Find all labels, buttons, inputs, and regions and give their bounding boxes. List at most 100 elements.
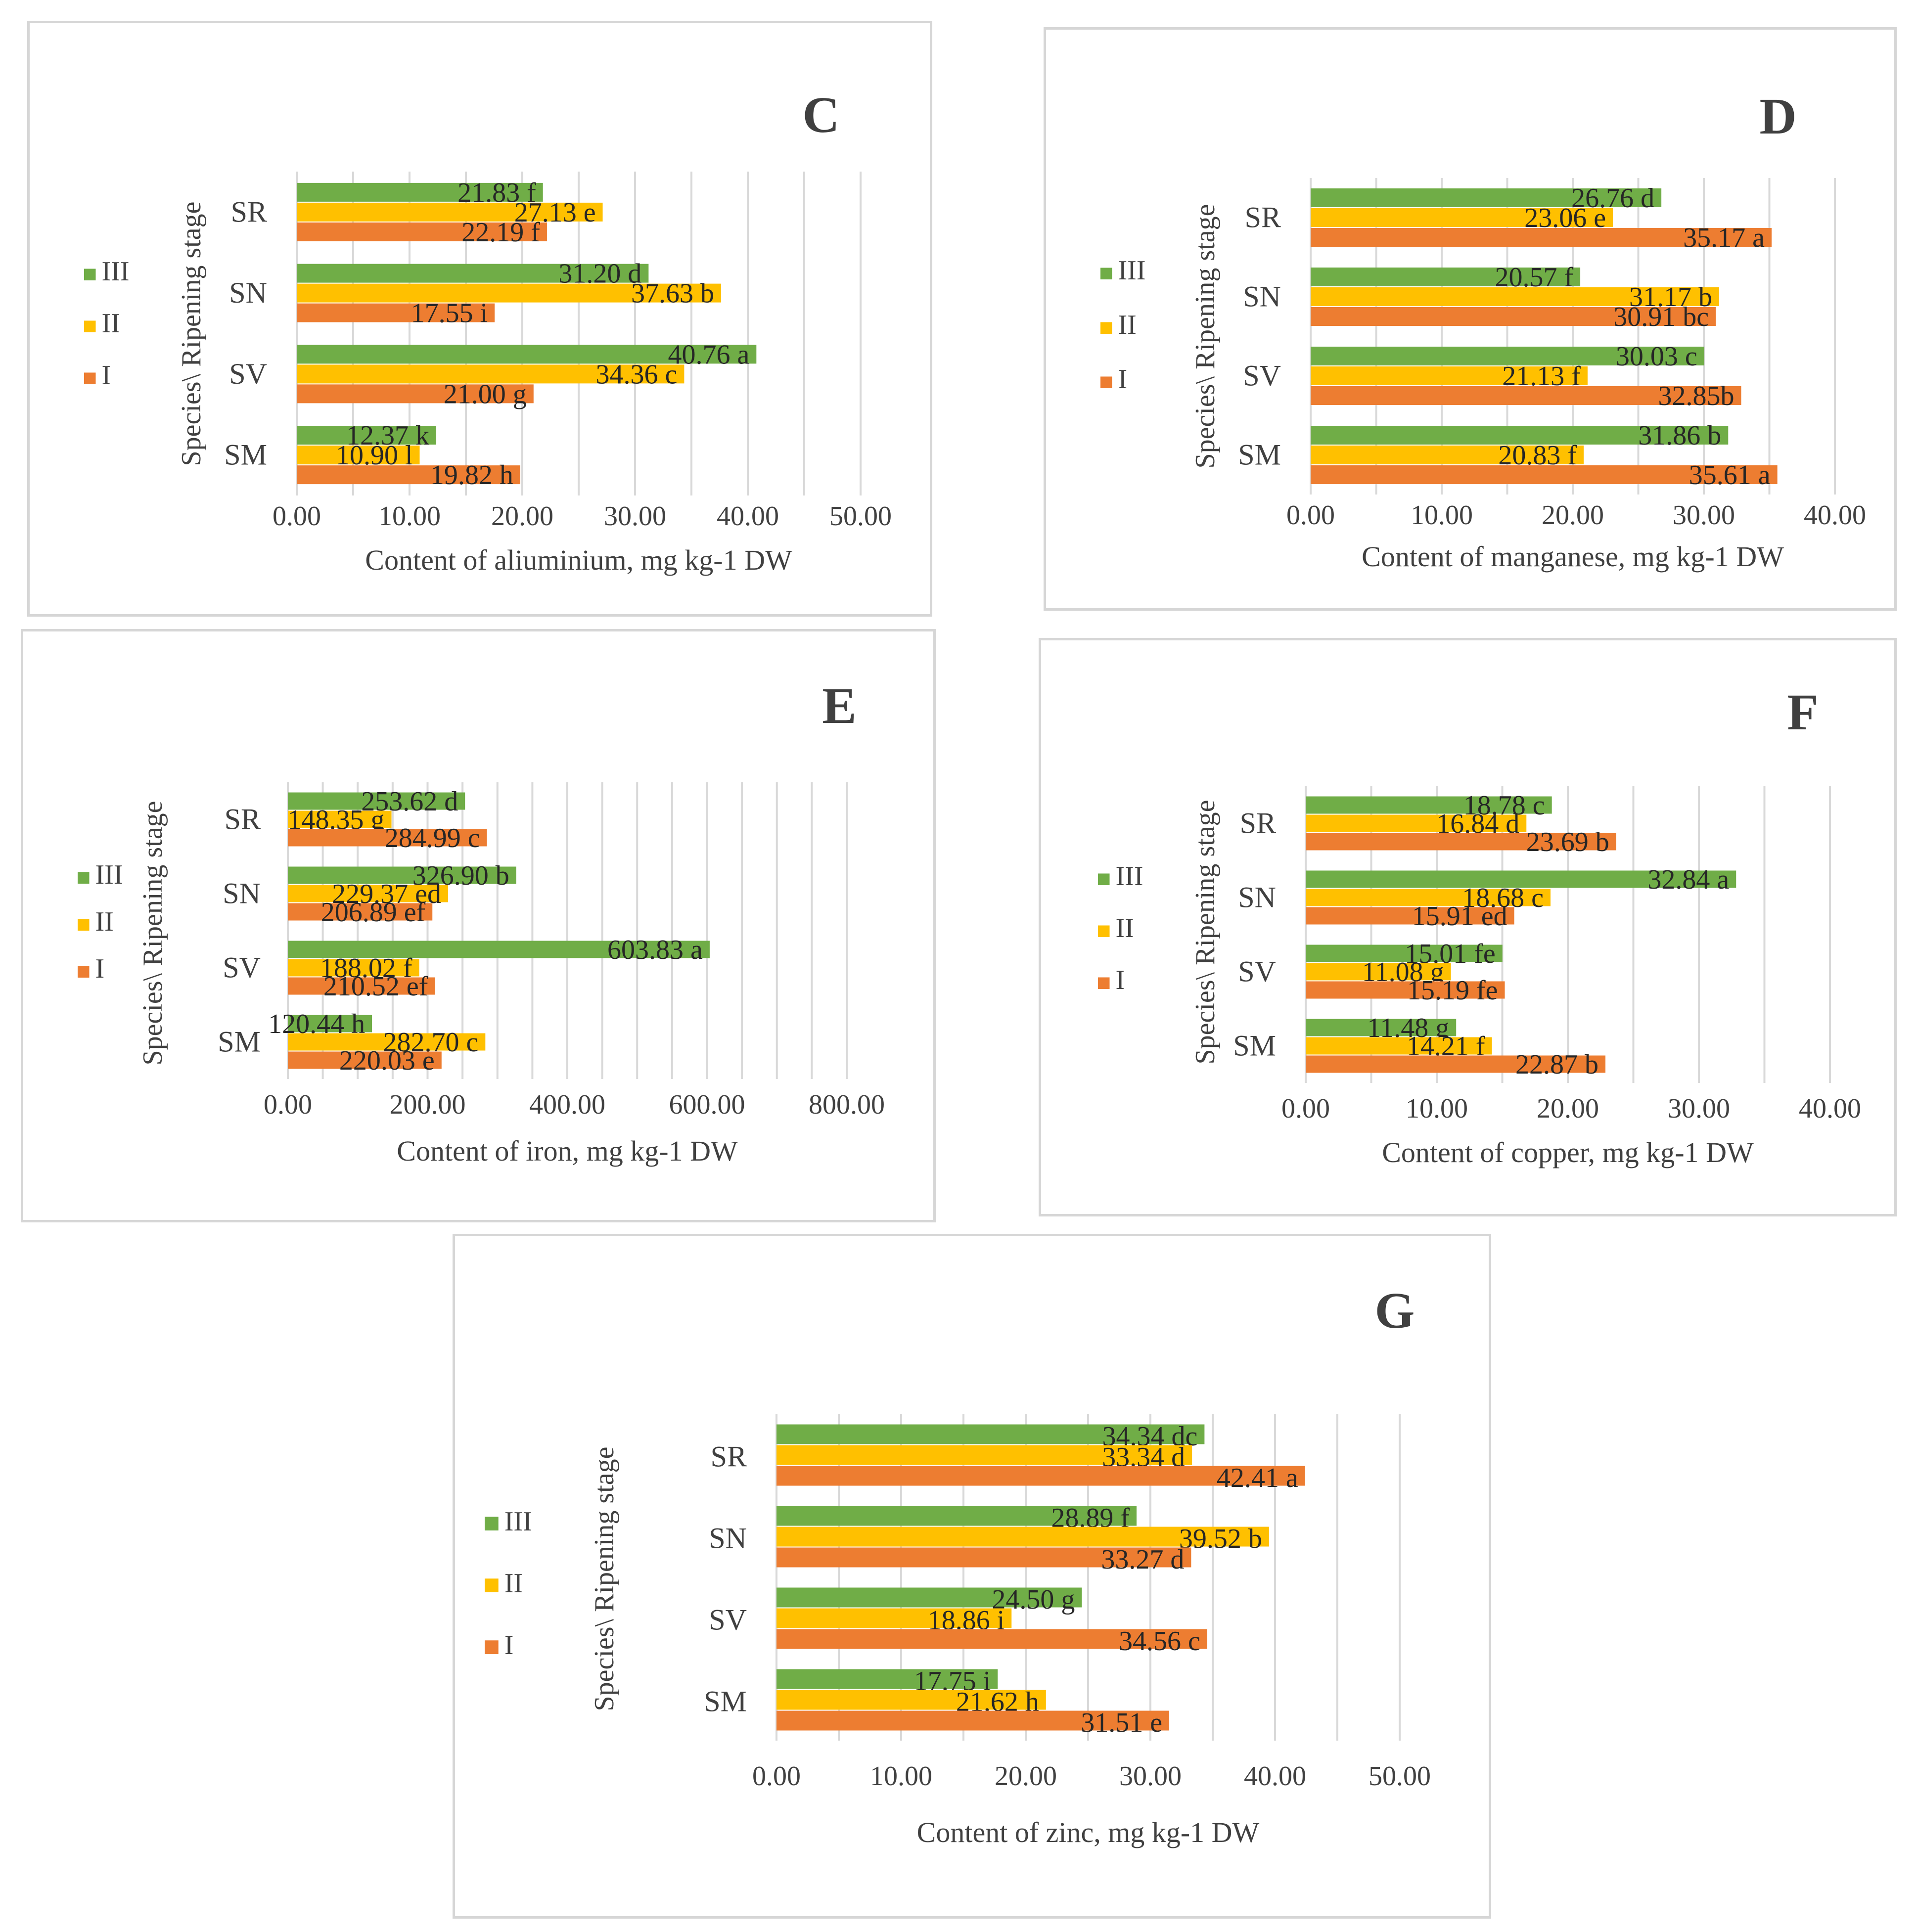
data-label: 42.41 a — [1217, 1463, 1298, 1493]
bar-I — [1311, 307, 1716, 326]
category-label: SM — [224, 439, 267, 471]
x-tick-label: 600.00 — [669, 1089, 745, 1120]
bar-I — [1311, 386, 1741, 405]
x-tick-label: 20.00 — [995, 1761, 1057, 1792]
legend-label: II — [504, 1568, 523, 1599]
x-tick-label: 0.00 — [752, 1761, 801, 1792]
bar-I — [297, 384, 534, 404]
data-label: 30.91 bc — [1613, 302, 1709, 332]
x-axis-label: Content of manganese, mg kg-1 DW — [1362, 540, 1784, 573]
x-tick-label: 0.00 — [1286, 500, 1335, 531]
legend-label: III — [102, 256, 130, 287]
data-label: 284.99 c — [385, 823, 480, 854]
bar-I — [288, 903, 433, 921]
data-label: 33.27 d — [1101, 1544, 1184, 1575]
category-label: SN — [1243, 280, 1281, 313]
legend-label: II — [95, 906, 114, 937]
bar-II — [288, 885, 448, 902]
legend-label: III — [1118, 255, 1146, 286]
bar-II — [288, 810, 392, 828]
data-label: 206.89 ef — [321, 897, 426, 928]
category-label: SR — [711, 1440, 747, 1473]
bar-III — [297, 426, 437, 445]
data-label: 22.19 f — [461, 217, 540, 248]
data-label: 39.52 b — [1179, 1524, 1262, 1554]
legend-swatch-III — [1098, 873, 1110, 885]
bar-III — [1306, 796, 1552, 814]
bar-II — [776, 1690, 1046, 1710]
category-label: SR — [1245, 201, 1281, 234]
bar-I — [297, 465, 520, 485]
legend-label: I — [504, 1630, 514, 1661]
chart-panel-zinc: G 0.00 10.00 20.00 30.00 40.00 50.00 Content of… — [453, 1234, 1491, 1919]
bar-III — [776, 1424, 1205, 1444]
bar-I — [1306, 907, 1514, 925]
x-tick-label: 30.00 — [1673, 500, 1735, 531]
bar-II — [776, 1608, 1012, 1628]
chart-panel-copper: F 0.00 10.00 20.00 30.00 40.00 Content of copp… — [1039, 638, 1897, 1216]
data-label: 220.03 e — [339, 1045, 435, 1076]
data-label: 23.69 b — [1526, 827, 1609, 857]
bar-I — [776, 1466, 1305, 1486]
category-label: SV — [1243, 359, 1281, 392]
x-axis-label: Content of copper, mg kg-1 DW — [1382, 1136, 1754, 1168]
legend-swatch-I — [485, 1640, 499, 1654]
bar-II — [1311, 208, 1613, 227]
bar-II — [776, 1445, 1192, 1465]
bar-III — [776, 1587, 1082, 1608]
x-tick-label: 0.00 — [273, 501, 321, 532]
panel-letter: D — [1759, 88, 1796, 145]
bar-I — [297, 222, 547, 241]
bar-I — [1311, 228, 1772, 247]
legend-swatch-I — [1100, 376, 1112, 388]
bar-II — [288, 959, 419, 977]
x-tick-label: 200.00 — [390, 1089, 466, 1120]
bar-I — [1306, 833, 1616, 851]
bar-II — [297, 202, 603, 222]
bar-I — [1306, 981, 1505, 999]
bar-I — [776, 1710, 1170, 1731]
data-label: 31.51 e — [1081, 1707, 1162, 1738]
bar-III — [288, 792, 465, 810]
data-label: 15.19 fe — [1407, 975, 1498, 1006]
data-label: 603.83 a — [607, 935, 703, 965]
legend-label: I — [102, 360, 111, 391]
bar-III — [288, 866, 516, 884]
legend-swatch-III — [1100, 268, 1112, 279]
y-axis-label: Species\ Ripening stage — [1190, 204, 1221, 468]
category-label: SV — [223, 951, 261, 984]
x-tick-label: 40.00 — [1799, 1093, 1861, 1124]
bar-II — [1306, 1037, 1492, 1055]
legend-label: I — [1116, 965, 1125, 995]
bar-III — [1311, 347, 1704, 365]
x-tick-label: 40.00 — [717, 501, 779, 532]
x-tick-label: 20.00 — [491, 501, 553, 532]
legend-swatch-II — [1098, 925, 1110, 937]
data-label: 34.36 c — [596, 359, 678, 390]
data-label: 210.52 ef — [323, 971, 428, 1002]
data-label: 30.03 c — [1616, 341, 1697, 372]
bar-I — [1311, 465, 1778, 484]
bar-I — [288, 829, 487, 847]
legend-swatch-II — [78, 919, 90, 931]
chart-C: C 0.00 10.00 20.00 30.00 40.00 50.00 Content of… — [84, 87, 892, 576]
chart-panel-aluminium: C 0.00 10.00 20.00 30.00 40.00 50.00 Content of… — [27, 21, 932, 617]
x-tick-label: 10.00 — [378, 501, 441, 532]
x-tick-label: 0.00 — [264, 1089, 312, 1120]
bar-II — [288, 1033, 486, 1051]
x-tick-label: 10.00 — [1411, 500, 1473, 531]
chart-panel-manganese: D 0.00 10.00 20.00 30.00 40.00 Content of mang… — [1044, 27, 1897, 611]
category-label: SN — [223, 877, 261, 910]
legend-label: II — [1118, 310, 1137, 340]
data-label: 35.61 a — [1689, 460, 1771, 491]
data-label: 15.91 ed — [1412, 901, 1507, 932]
data-label: 32.85b — [1658, 381, 1734, 411]
legend-label: II — [1116, 913, 1134, 944]
chart-G: G 0.00 10.00 20.00 30.00 40.00 50.00 Content of… — [485, 1282, 1431, 1848]
x-axis-label: Content of aliuminium, mg kg-1 DW — [365, 544, 792, 576]
y-axis-label: Species\ Ripening stage — [137, 801, 168, 1065]
data-label: 22.87 b — [1515, 1049, 1598, 1080]
bar-I — [288, 977, 435, 995]
category-label: SN — [229, 276, 267, 309]
chart-F: F 0.00 10.00 20.00 30.00 40.00 Content of copp… — [1098, 684, 1861, 1168]
